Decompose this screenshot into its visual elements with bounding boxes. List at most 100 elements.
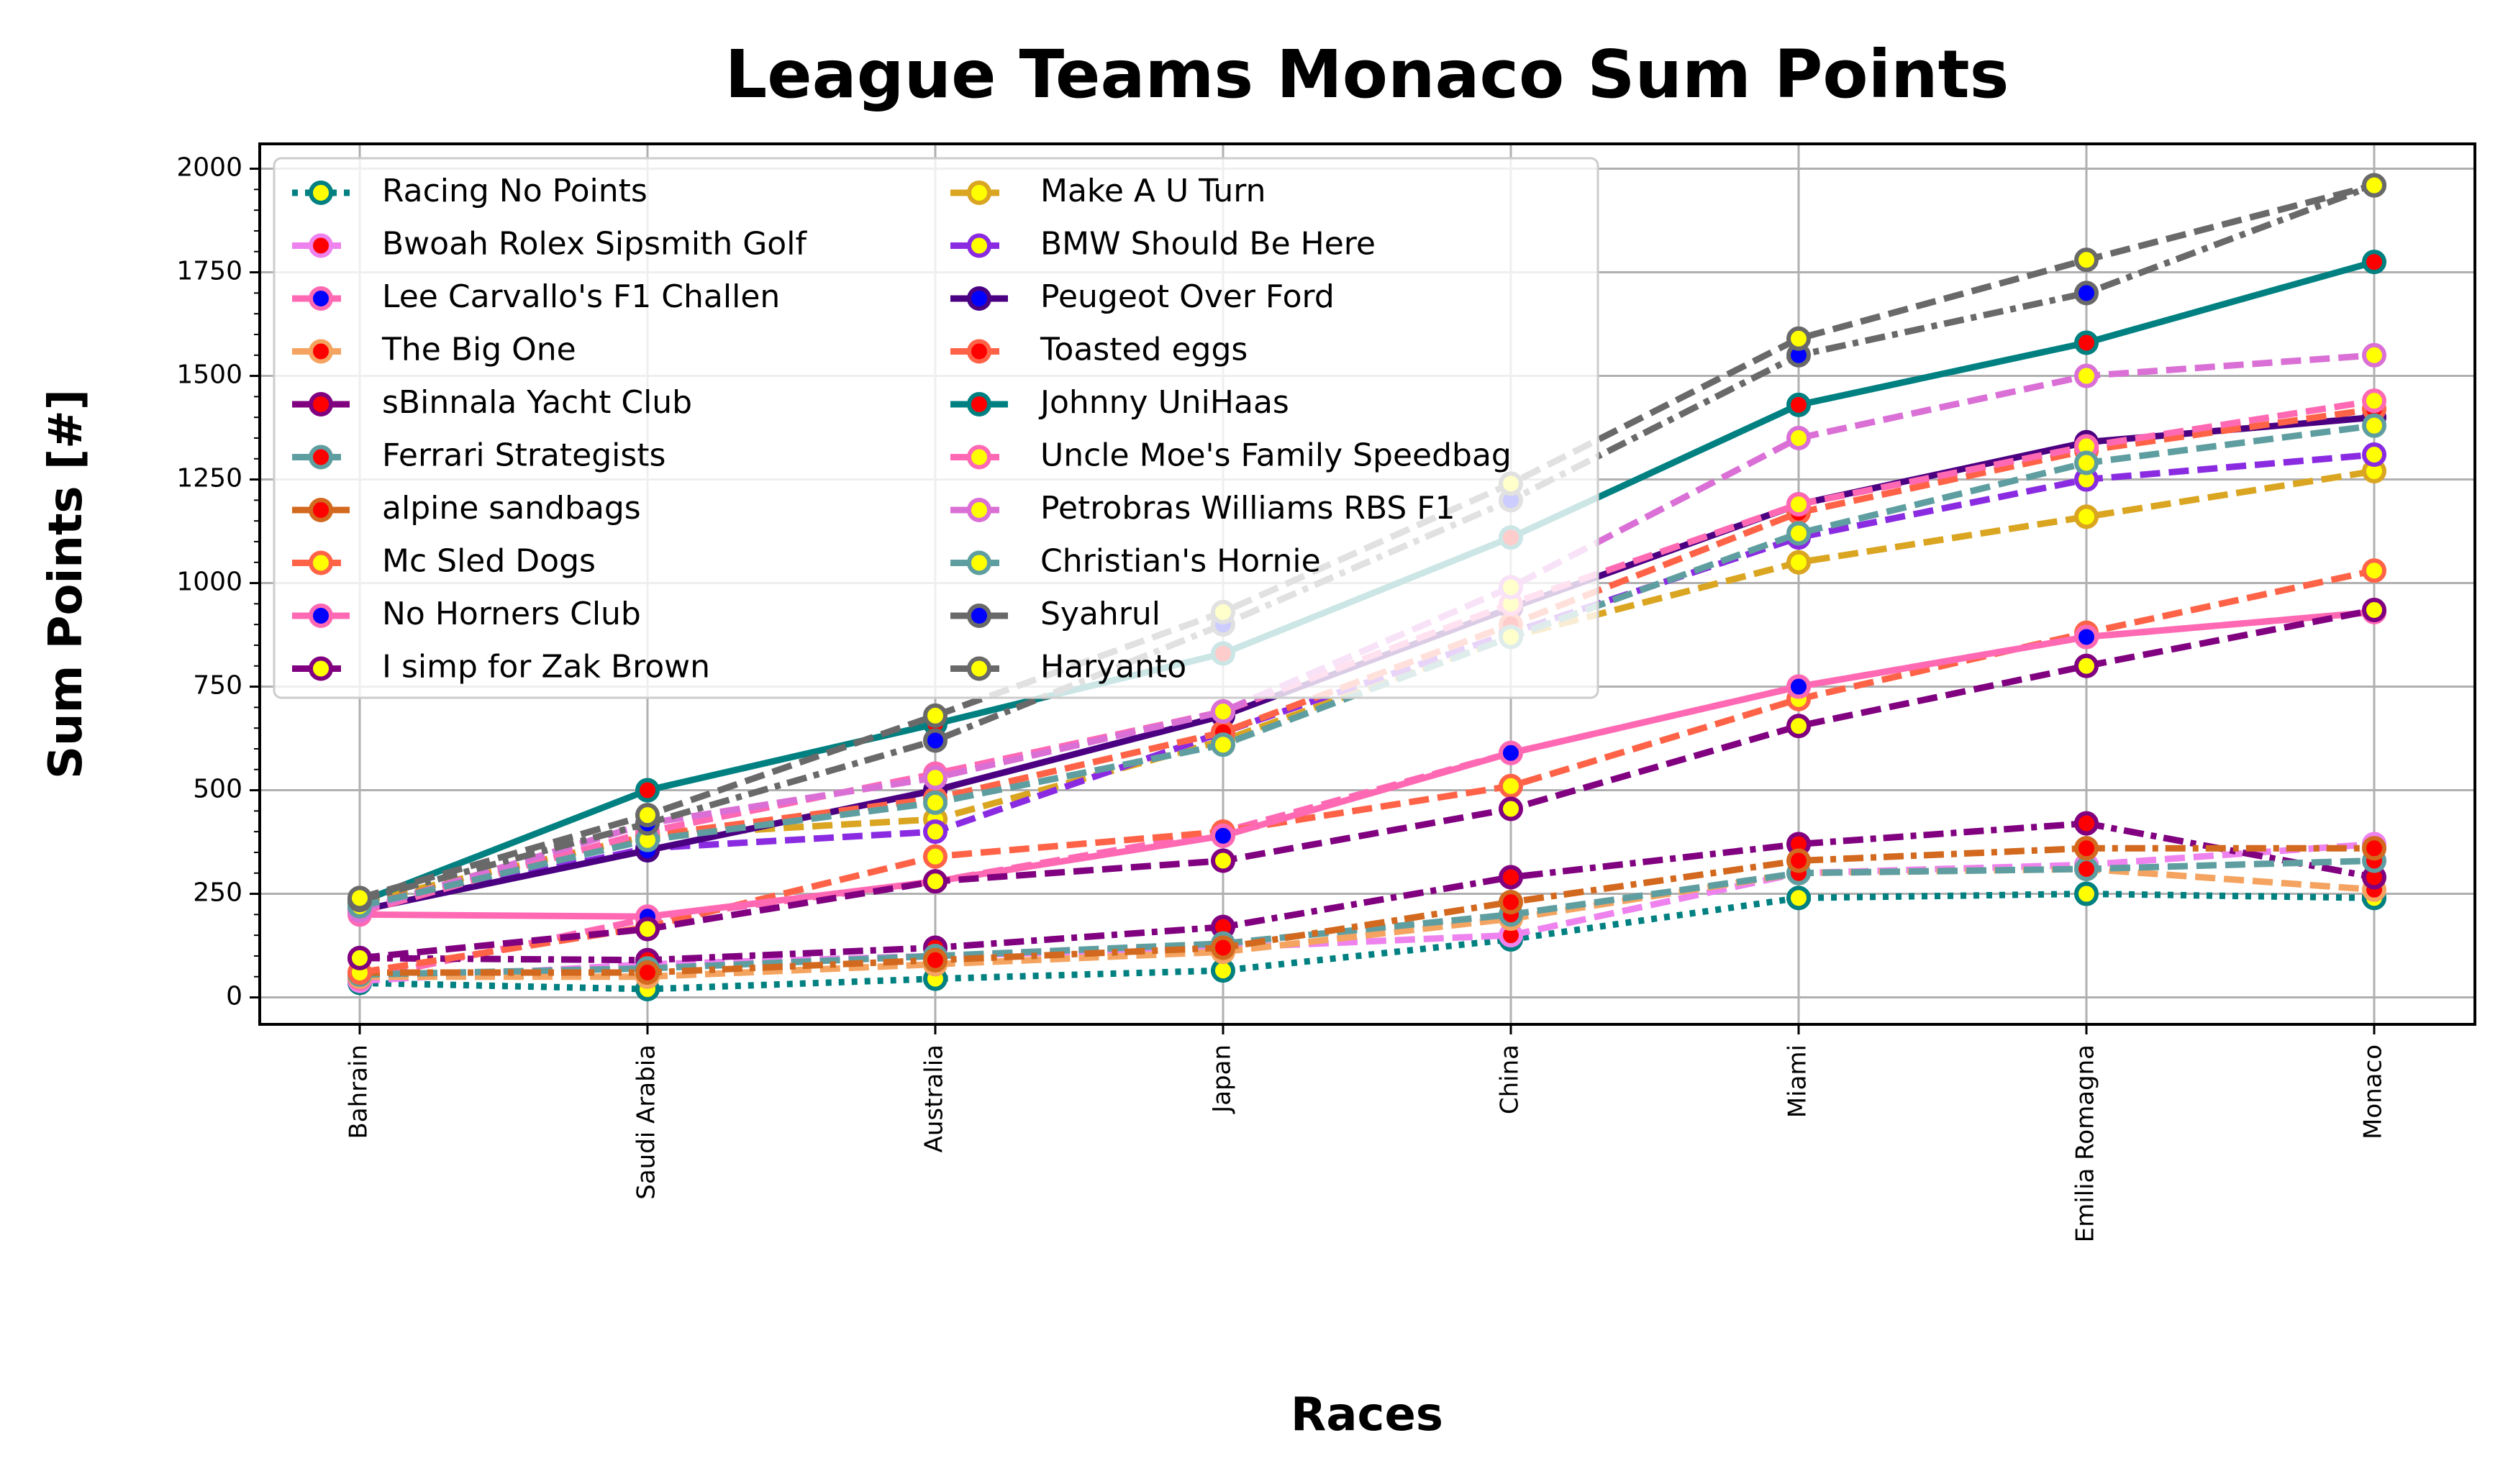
data-point <box>1786 521 1811 546</box>
data-point <box>2362 442 2386 467</box>
data-point <box>1786 392 1811 417</box>
data-point <box>1786 714 1811 739</box>
y-tick-label: 1250 <box>176 464 242 493</box>
legend-label: Petrobras Williams RBS F1 <box>1040 490 1455 527</box>
x-tick-label: Monaco <box>2359 1044 2388 1139</box>
data-point <box>2362 342 2386 368</box>
series-line <box>359 820 2375 964</box>
x-tick-label: Emilia Romagna <box>2071 1044 2100 1242</box>
data-point <box>347 945 372 970</box>
legend: Racing No Points Bwoah Rolex Sipsmith Gol… <box>273 157 1599 699</box>
legend-marker <box>967 445 991 470</box>
legend-entry: Haryanto <box>950 649 1186 686</box>
data-point <box>2074 330 2099 355</box>
legend-marker <box>967 550 991 575</box>
legend-label: Lee Carvallo's F1 Challen <box>382 278 780 315</box>
legend-entry: Peugeot Over Ford <box>950 278 1335 315</box>
legend-entry: alpine sandbags <box>292 490 641 527</box>
data-point <box>2074 504 2099 529</box>
data-point <box>2074 450 2099 475</box>
data-point <box>2362 598 2386 622</box>
y-tick-label: 1750 <box>176 257 242 286</box>
data-point <box>1786 886 1811 911</box>
legend-entry: I simp for Zak Brown <box>292 649 710 686</box>
legend-marker <box>967 392 991 416</box>
data-point <box>2074 857 2099 881</box>
legend-marker <box>309 445 333 470</box>
series-line <box>358 422 2375 910</box>
data-point <box>1211 823 1235 848</box>
legend-marker <box>309 339 333 364</box>
legend-marker <box>309 181 333 205</box>
x-tick-label: Saudi Arabia <box>632 1044 661 1200</box>
data-point <box>2362 388 2386 414</box>
legend-label: BMW Should Be Here <box>1040 226 1376 263</box>
legend-label: Toasted eggs <box>1040 332 1248 368</box>
legend-marker <box>309 233 333 258</box>
legend-label: Christian's Hornie <box>1040 543 1321 580</box>
data-point <box>1499 773 1523 798</box>
data-point <box>923 844 948 869</box>
legend-box <box>273 157 1599 699</box>
legend-label: Peugeot Over Ford <box>1040 278 1335 315</box>
data-point <box>1499 740 1523 765</box>
legend-entry: Ferrari Strategists <box>292 437 665 474</box>
legend-entry: sBinnala Yacht Club <box>292 384 692 421</box>
data-point <box>1786 550 1811 575</box>
data-point <box>923 765 948 791</box>
legend-marker <box>309 656 333 681</box>
chart-title: League Teams Monaco Sum Points <box>725 36 2009 113</box>
legend-marker <box>309 498 333 522</box>
y-tick-label: 250 <box>193 878 242 908</box>
legend-marker <box>309 550 333 575</box>
legend-entry: Uncle Moe's Family Speedbag <box>950 437 1512 474</box>
series-line <box>360 845 2374 976</box>
x-tick-label: China <box>1496 1044 1525 1114</box>
legend-label: Mc Sled Dogs <box>382 543 596 580</box>
y-tick-label: 0 <box>226 982 242 1011</box>
legend-label: The Big One <box>381 332 576 368</box>
data-point <box>635 778 660 803</box>
data-point <box>347 886 372 911</box>
legend-label: Racing No Points <box>382 173 648 209</box>
series <box>347 598 2386 970</box>
data-point <box>923 703 948 728</box>
data-point <box>1786 492 1811 517</box>
legend-label: Syahrul <box>1040 596 1160 632</box>
data-point <box>635 960 660 985</box>
data-point <box>923 728 948 753</box>
series-line <box>359 840 2375 985</box>
data-point <box>2074 363 2099 388</box>
legend-label: Ferrari Strategists <box>382 437 665 474</box>
legend-label: I simp for Zak Brown <box>382 649 710 686</box>
axes: Bahrain Saudi Arabia Australia Japan China Mi… <box>176 153 2387 1243</box>
legend-entry: Mc Sled Dogs <box>292 543 596 580</box>
x-tick-label: Bahrain <box>345 1044 373 1139</box>
legend-label: Haryanto <box>1040 649 1186 686</box>
data-point <box>1499 890 1523 915</box>
data-point <box>2074 881 2099 906</box>
legend-entry: Johnny UniHaas <box>950 384 1289 421</box>
y-tick-label: 1000 <box>176 568 242 597</box>
legend-label: Make A U Turn <box>1040 173 1266 209</box>
legend-marker <box>967 233 991 258</box>
y-tick-label: 500 <box>193 775 242 804</box>
legend-marker <box>967 286 991 311</box>
legend-marker <box>309 286 333 311</box>
series-line <box>359 606 2375 962</box>
legend-marker <box>967 339 991 364</box>
y-axis-label: Sum Points [#] <box>40 389 93 779</box>
data-point <box>1786 674 1811 699</box>
data-point <box>2074 836 2099 861</box>
data-point <box>923 947 948 973</box>
data-point <box>1211 732 1235 757</box>
legend-entry: Lee Carvallo's F1 Challen <box>292 278 780 315</box>
legend-marker <box>967 656 991 681</box>
legend-marker <box>309 392 333 416</box>
legend-entry: BMW Should Be Here <box>950 226 1376 263</box>
legend-marker <box>967 604 991 628</box>
data-point <box>923 790 948 815</box>
data-point <box>1499 865 1523 890</box>
legend-marker <box>309 604 333 628</box>
